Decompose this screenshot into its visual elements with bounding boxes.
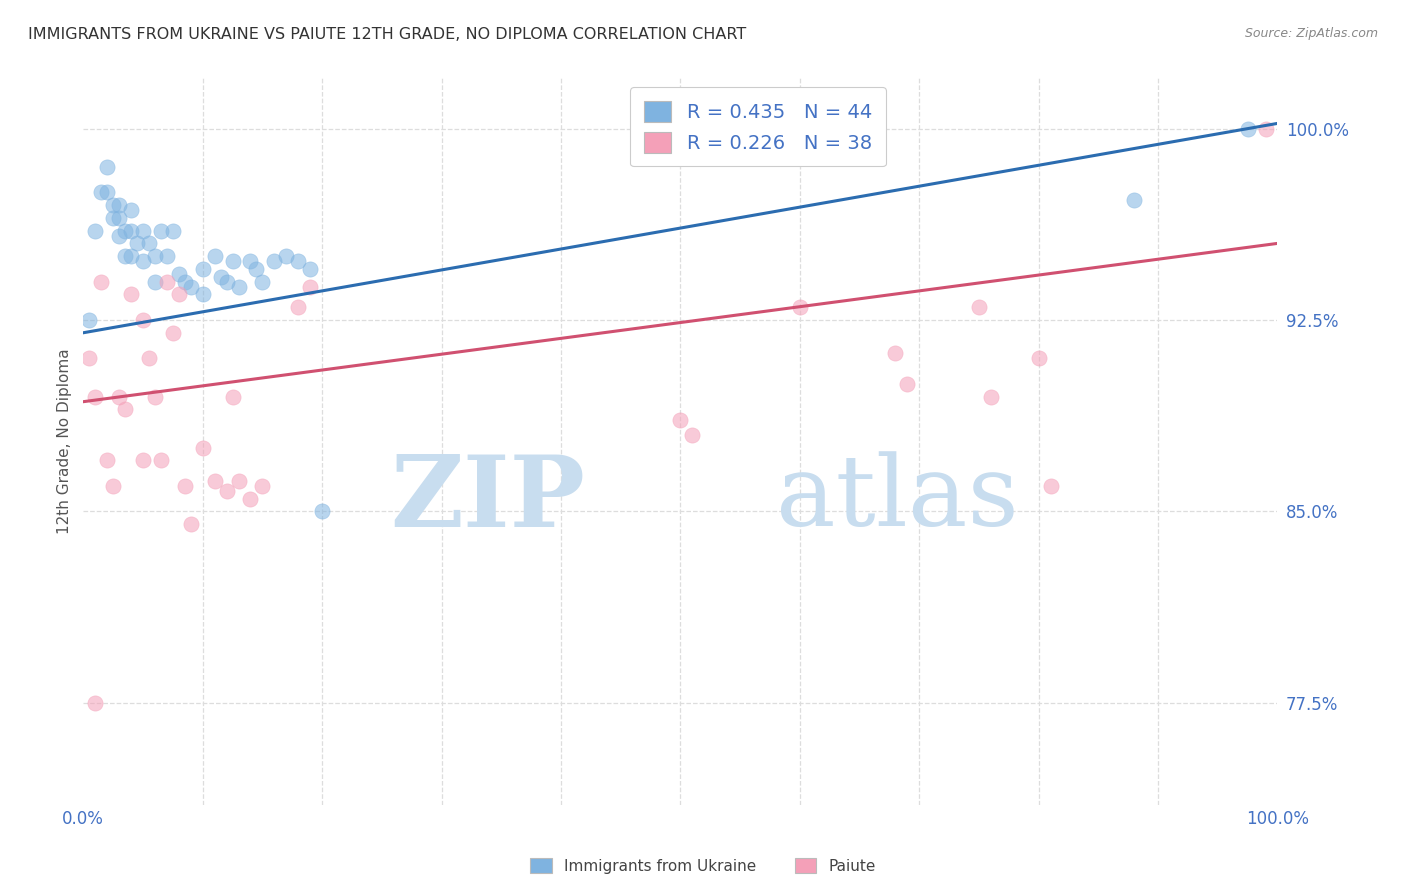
- Point: [108, 198, 131, 212]
- Point: [167, 287, 190, 301]
- Point: [221, 254, 243, 268]
- Point: [239, 254, 262, 268]
- Point: [132, 313, 155, 327]
- Point: [132, 254, 155, 268]
- Point: [162, 224, 184, 238]
- Point: [138, 236, 160, 251]
- Point: [114, 224, 136, 238]
- Point: [1123, 193, 1146, 207]
- Point: [101, 198, 124, 212]
- Text: ZIP: ZIP: [389, 451, 585, 548]
- Point: [156, 249, 179, 263]
- Point: [96, 186, 118, 200]
- Point: [191, 261, 214, 276]
- Point: [204, 249, 226, 263]
- Point: [132, 453, 155, 467]
- Point: [228, 280, 250, 294]
- Point: [204, 474, 226, 488]
- Point: [245, 261, 267, 276]
- Text: IMMIGRANTS FROM UKRAINE VS PAIUTE 12TH GRADE, NO DIPLOMA CORRELATION CHART: IMMIGRANTS FROM UKRAINE VS PAIUTE 12TH G…: [28, 27, 747, 42]
- Y-axis label: 12th Grade, No Diploma: 12th Grade, No Diploma: [58, 349, 72, 534]
- Legend: R = 0.435   N = 44, R = 0.226   N = 38: R = 0.435 N = 44, R = 0.226 N = 38: [630, 87, 886, 167]
- Point: [1039, 479, 1062, 493]
- Point: [180, 517, 202, 532]
- Point: [896, 376, 918, 391]
- Point: [967, 300, 990, 314]
- Point: [90, 186, 112, 200]
- Point: [132, 224, 155, 238]
- Point: [239, 491, 262, 506]
- Point: [173, 479, 195, 493]
- Point: [1254, 121, 1277, 136]
- Point: [167, 267, 190, 281]
- Point: [252, 275, 274, 289]
- Point: [120, 249, 142, 263]
- Point: [77, 313, 100, 327]
- Point: [84, 224, 107, 238]
- Point: [252, 479, 274, 493]
- Point: [77, 351, 100, 366]
- Point: [191, 441, 214, 455]
- Point: [120, 224, 142, 238]
- Point: [114, 402, 136, 417]
- Point: [215, 483, 238, 498]
- Point: [299, 280, 322, 294]
- Point: [287, 300, 309, 314]
- Point: [120, 287, 142, 301]
- Point: [149, 453, 172, 467]
- Point: [209, 269, 232, 284]
- Point: [156, 275, 179, 289]
- Point: [101, 211, 124, 225]
- Point: [101, 479, 124, 493]
- Point: [681, 428, 703, 442]
- Point: [108, 211, 131, 225]
- Point: [311, 504, 333, 518]
- Point: [180, 280, 202, 294]
- Point: [276, 249, 298, 263]
- Point: [789, 300, 811, 314]
- Point: [228, 474, 250, 488]
- Point: [138, 351, 160, 366]
- Text: Source: ZipAtlas.com: Source: ZipAtlas.com: [1244, 27, 1378, 40]
- Point: [96, 160, 118, 174]
- Point: [162, 326, 184, 340]
- Point: [1236, 121, 1258, 136]
- Point: [84, 696, 107, 710]
- Point: [84, 390, 107, 404]
- Point: [120, 203, 142, 218]
- Legend: Immigrants from Ukraine, Paiute: Immigrants from Ukraine, Paiute: [524, 852, 882, 880]
- Point: [884, 346, 907, 360]
- Point: [263, 254, 285, 268]
- Point: [1028, 351, 1050, 366]
- Point: [143, 275, 166, 289]
- Point: [980, 390, 1002, 404]
- Point: [125, 236, 148, 251]
- Point: [221, 390, 243, 404]
- Point: [114, 249, 136, 263]
- Point: [215, 275, 238, 289]
- Point: [108, 390, 131, 404]
- Point: [96, 453, 118, 467]
- Point: [191, 287, 214, 301]
- Point: [299, 261, 322, 276]
- Point: [143, 249, 166, 263]
- Point: [90, 275, 112, 289]
- Point: [149, 224, 172, 238]
- Point: [287, 254, 309, 268]
- Point: [108, 228, 131, 243]
- Point: [173, 275, 195, 289]
- Text: atlas: atlas: [776, 451, 1019, 548]
- Point: [143, 390, 166, 404]
- Point: [669, 412, 692, 426]
